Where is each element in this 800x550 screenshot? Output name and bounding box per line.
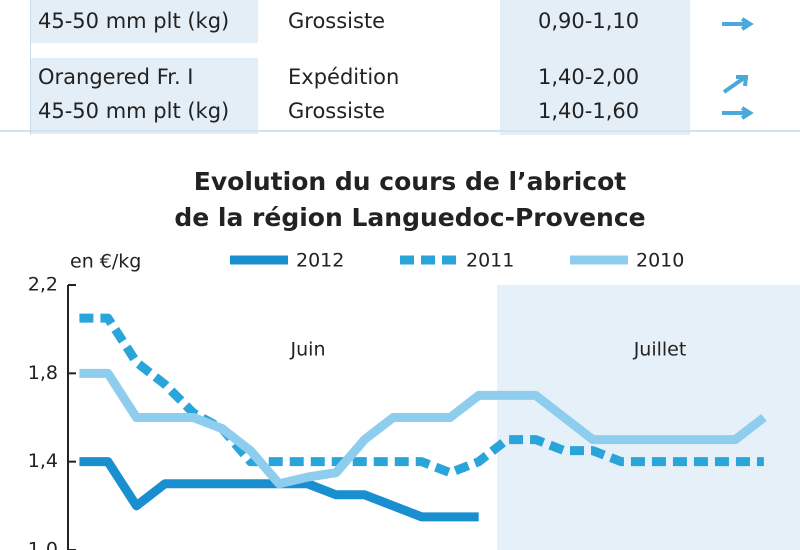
market: Expédition <box>288 65 400 89</box>
price: 1,40-2,00 <box>538 65 640 89</box>
annotation: Juillet <box>633 339 687 361</box>
legend-label: 2011 <box>466 250 514 272</box>
cell-bg <box>30 0 258 43</box>
y-tick-label: 1,0 <box>28 539 58 550</box>
arrow-flat <box>722 17 754 31</box>
chart-title: Evolution du cours de l’abricot <box>194 167 626 196</box>
y-tick-label: 1,4 <box>28 450 58 472</box>
legend-label: 2010 <box>636 250 684 272</box>
price-table: 45-50 mm plt (kg) Grossiste 0,90-1,10 Or… <box>0 0 800 135</box>
product: Orangered Fr. I <box>38 65 194 89</box>
chart-title: de la région Languedoc-Provence <box>174 203 645 232</box>
separator <box>30 0 31 135</box>
price: 0,90-1,10 <box>538 9 640 33</box>
annotation: Juin <box>290 339 326 361</box>
arrow-flat <box>722 106 754 120</box>
july-band <box>497 285 800 550</box>
y-axis-label: en €/kg <box>70 251 141 273</box>
trend-arrows <box>722 17 754 120</box>
market: Grossiste <box>288 9 386 33</box>
y-tick-label: 1,8 <box>28 362 58 384</box>
separator <box>0 130 800 132</box>
product: 45-50 mm plt (kg) <box>38 99 230 123</box>
legend-label: 2012 <box>296 250 344 272</box>
market: Grossiste <box>288 99 386 123</box>
cell-bg <box>30 58 258 134</box>
cell-bg <box>500 0 690 135</box>
product: 45-50 mm plt (kg) <box>38 9 230 33</box>
arrow-up <box>722 75 749 94</box>
y-tick-label: 2,2 <box>28 274 58 296</box>
series-line <box>79 368 767 489</box>
price: 1,40-1,60 <box>538 99 640 123</box>
